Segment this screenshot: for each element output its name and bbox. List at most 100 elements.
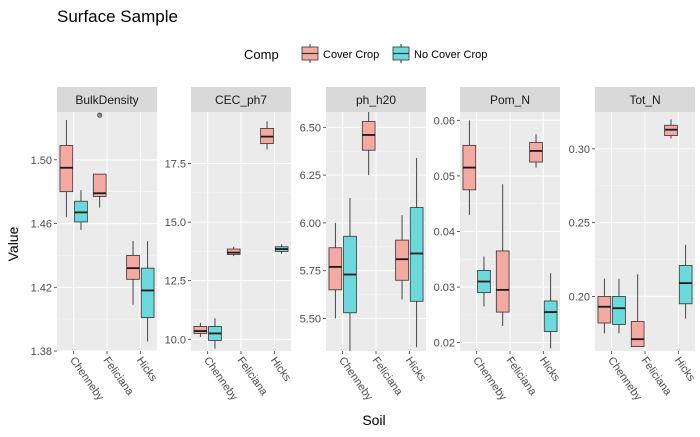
x-tick-label: Feliciana	[370, 355, 406, 399]
box-chenneby-no-cover-crop	[343, 198, 357, 351]
box-iqr	[409, 207, 424, 302]
box-iqr	[193, 325, 208, 334]
x-tick-label: Feliciana	[101, 355, 137, 399]
facet-strip	[57, 87, 157, 112]
box-iqr	[361, 121, 376, 151]
y-tick-label: 12.5	[165, 276, 186, 288]
x-tick-label: Hicks	[672, 355, 698, 384]
box-iqr	[543, 300, 558, 332]
x-axis-title: Soil	[362, 412, 385, 428]
box-chenneby-cover-crop	[193, 322, 208, 337]
y-tick-label: 1.38	[31, 346, 52, 358]
box-chenneby-cover-crop	[328, 222, 343, 319]
box-iqr	[612, 296, 626, 325]
x-tick-label: Feliciana	[639, 355, 675, 399]
y-tick-label: 0.03	[434, 282, 455, 294]
y-tick-label: 0.25	[569, 218, 590, 230]
legend-title: Comp	[244, 47, 279, 62]
x-tick-label: Chenneby	[336, 355, 375, 403]
x-tick-label: Feliciana	[235, 355, 271, 399]
box-hicks-no-cover-crop	[543, 273, 558, 349]
y-tick-label: 17.5	[165, 159, 186, 171]
box-hicks-cover-crop	[126, 241, 140, 305]
box-feliciana-cover-crop	[361, 112, 376, 176]
y-tick-label: 6.25	[300, 170, 321, 182]
y-tick-label: 0.20	[569, 291, 590, 303]
y-tick-label: 0.02	[434, 338, 455, 350]
y-tick-label: 6.50	[300, 122, 321, 134]
box-iqr	[92, 173, 107, 197]
legend-label: No Cover Crop	[414, 49, 487, 61]
facet-strip	[595, 87, 695, 112]
y-tick-label: 6.00	[300, 218, 321, 230]
facet-panel-cec_ph7: CEC_ph7 10.0 12.5 15.0 17.5 ChennebyFeliciana…	[165, 87, 294, 403]
x-tick-label: Chenneby	[201, 355, 240, 403]
box-chenneby-cover-crop	[462, 120, 477, 215]
panels: BulkDensity1.381.421.461.50ChennebyFelic…	[31, 87, 698, 403]
facet-panel-pom_n: Pom_N 0.02 0.03 0.04 0.05 0.06 ChennebyFelicia…	[434, 87, 563, 403]
facet-panel-bulkdensity: BulkDensity 1.38 1.42 1.46 1.50 ChennebyFelic…	[31, 87, 160, 403]
y-tick-label: 0.05	[434, 171, 455, 183]
y-tick-label: 10.0	[165, 334, 186, 346]
box-chenneby-cover-crop	[59, 119, 74, 218]
chart-title: Surface Sample	[57, 7, 178, 26]
box-hicks-cover-crop	[529, 134, 543, 168]
box-hicks-cover-crop	[260, 121, 274, 150]
box-chenneby-no-cover-crop	[477, 256, 491, 307]
facet-strip-label: Tot_N	[629, 93, 660, 107]
facet-strip-label: ph_h20	[356, 93, 396, 107]
box-chenneby-cover-crop	[597, 278, 612, 334]
box-chenneby-no-cover-crop	[74, 190, 88, 230]
y-tick-label: 1.50	[31, 155, 52, 167]
facet-strip	[460, 87, 560, 112]
x-tick-label: Chenneby	[67, 355, 106, 403]
facet-strip-label: CEC_ph7	[215, 93, 267, 107]
legend-label: Cover Crop	[323, 49, 379, 61]
box-iqr	[395, 239, 409, 281]
facet-panel-ph_h20: ph_h20 5.50 5.75 6.00 6.25 6.50 ChennebyFelici…	[300, 87, 429, 403]
y-tick-label: 0.06	[434, 115, 455, 127]
box-iqr	[529, 142, 543, 163]
facet-strip	[326, 87, 426, 112]
x-tick-label: Chenneby	[605, 355, 644, 403]
facet-strip-label: BulkDensity	[75, 93, 138, 107]
box-hicks-cover-crop	[664, 119, 678, 139]
y-tick-label: 5.50	[300, 313, 321, 325]
box-iqr	[678, 265, 693, 305]
facet-strip-label: Pom_N	[490, 93, 530, 107]
y-tick-label: 1.42	[31, 282, 52, 294]
box-chenneby-no-cover-crop	[612, 278, 626, 334]
box-feliciana-cover-crop	[226, 246, 241, 257]
box-feliciana-cover-crop	[495, 184, 510, 326]
x-tick-label: Feliciana	[504, 355, 540, 399]
x-tick-label: Hicks	[268, 355, 294, 384]
box-hicks-no-cover-crop	[409, 157, 424, 348]
y-axis-title: Value	[5, 226, 21, 261]
x-tick-label: Hicks	[403, 355, 429, 384]
x-tick-label: Hicks	[537, 355, 563, 384]
box-iqr	[328, 247, 343, 291]
y-tick-label: 0.30	[569, 144, 590, 156]
box-feliciana-cover-crop	[630, 274, 645, 347]
y-tick-label: 1.46	[31, 219, 52, 231]
x-tick-label: Hicks	[134, 355, 160, 384]
legend: Comp Cover Crop No Cover Crop	[244, 44, 487, 63]
y-tick-label: 15.0	[165, 217, 186, 229]
box-chenneby-no-cover-crop	[208, 318, 222, 349]
outlier-point	[97, 112, 103, 118]
y-tick-label: 0.04	[434, 227, 455, 239]
box-hicks-no-cover-crop	[274, 244, 289, 254]
box-feliciana-cover-crop	[92, 112, 107, 208]
box-iqr	[630, 321, 645, 347]
box-iqr	[597, 296, 612, 324]
x-tick-label: Chenneby	[470, 355, 509, 403]
box-iqr	[495, 250, 510, 313]
facet-strip	[191, 87, 291, 112]
box-hicks-no-cover-crop	[140, 241, 155, 342]
box-hicks-cover-crop	[395, 215, 409, 300]
box-hicks-no-cover-crop	[678, 244, 693, 319]
y-tick-label: 5.75	[300, 266, 321, 278]
